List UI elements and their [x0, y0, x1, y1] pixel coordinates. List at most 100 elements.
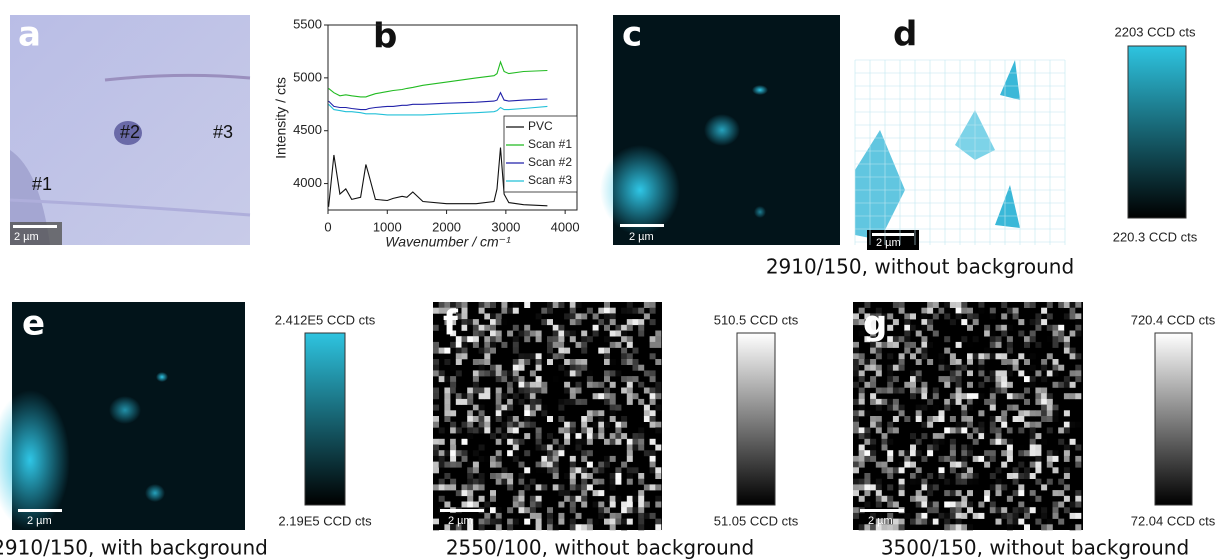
pixel	[932, 302, 939, 308]
pixel	[638, 512, 645, 519]
pixel	[1063, 421, 1070, 428]
noise	[853, 302, 1082, 531]
pixel	[927, 450, 934, 457]
colorbar-min: 51.05 CCD cts	[714, 513, 799, 528]
pixel	[1052, 381, 1059, 388]
pixel	[615, 473, 622, 479]
pixel	[1046, 302, 1053, 308]
pixel	[887, 313, 894, 320]
pixel	[910, 393, 916, 400]
pixel	[1075, 444, 1082, 451]
pixel	[478, 427, 485, 434]
pixel	[518, 490, 525, 497]
pixel	[621, 353, 628, 360]
pixel	[870, 359, 877, 365]
pixel	[507, 473, 514, 479]
pixel	[643, 410, 650, 417]
pixel	[1069, 370, 1076, 377]
pixel	[898, 364, 905, 371]
pixel	[478, 364, 485, 371]
pixel	[904, 512, 911, 519]
pixel	[1046, 416, 1053, 422]
pixel	[853, 455, 859, 462]
pixel	[927, 393, 934, 400]
pixel	[858, 330, 865, 337]
pixel	[967, 478, 973, 485]
pixel	[524, 478, 531, 485]
pixel	[1001, 330, 1008, 337]
pixel	[581, 416, 588, 422]
pixel	[438, 324, 445, 331]
pixel	[649, 461, 656, 468]
pixel	[921, 518, 928, 525]
pixel	[461, 421, 468, 428]
pixel	[887, 364, 894, 371]
pixel	[484, 370, 491, 377]
pixel	[1075, 421, 1082, 428]
pixel	[944, 364, 951, 371]
pixel	[604, 416, 610, 422]
pixel	[478, 473, 485, 479]
pixel	[490, 364, 496, 371]
pixel	[892, 302, 899, 308]
pixel	[1052, 324, 1059, 331]
pixel	[1052, 416, 1059, 422]
pixel	[501, 404, 508, 411]
pixel	[461, 307, 468, 314]
pixel	[524, 467, 531, 474]
pixel	[1012, 359, 1019, 365]
pixel	[932, 433, 939, 440]
pixel	[955, 478, 962, 485]
pixel	[1029, 473, 1036, 479]
pixel	[507, 507, 514, 514]
pixel	[467, 319, 474, 326]
pixel	[961, 467, 968, 474]
pixel	[552, 353, 559, 360]
pixel	[1006, 347, 1013, 354]
pixel	[944, 512, 951, 519]
pixel	[529, 398, 536, 405]
pixel	[564, 359, 571, 365]
pixel	[1046, 524, 1053, 531]
pixel	[626, 438, 633, 445]
pixel	[1029, 427, 1036, 434]
pixel	[472, 467, 479, 474]
pixel	[932, 518, 939, 525]
pixel	[1012, 416, 1019, 422]
pixel	[507, 398, 514, 405]
pixel	[478, 518, 485, 525]
pixel	[524, 518, 531, 525]
pixel	[875, 347, 882, 354]
pixel	[955, 461, 962, 468]
pixel	[955, 313, 962, 320]
pixel	[450, 364, 457, 371]
pixel	[472, 330, 479, 337]
pixel	[472, 370, 479, 377]
pixel	[643, 404, 650, 411]
pixel	[626, 501, 633, 508]
pixel	[507, 387, 514, 394]
pixel	[501, 467, 508, 474]
pixel	[450, 461, 457, 468]
pixel	[1041, 387, 1048, 394]
pixel	[853, 364, 859, 371]
pixel	[864, 359, 871, 365]
pixel	[1035, 495, 1042, 502]
pixel	[1046, 404, 1053, 411]
pixel	[450, 381, 457, 388]
pixel	[858, 370, 865, 377]
pixel	[870, 495, 877, 502]
pixel	[535, 512, 542, 519]
pixel	[904, 455, 911, 462]
pixel	[655, 359, 662, 365]
pixel	[898, 410, 905, 417]
pixel	[978, 307, 985, 314]
pixel	[621, 524, 628, 531]
pixel	[1046, 313, 1053, 320]
pixel	[467, 461, 474, 468]
pixel	[1012, 512, 1019, 519]
pixel	[1046, 410, 1053, 417]
pixel	[450, 376, 457, 383]
pixel	[524, 387, 531, 394]
pixel	[638, 444, 645, 451]
